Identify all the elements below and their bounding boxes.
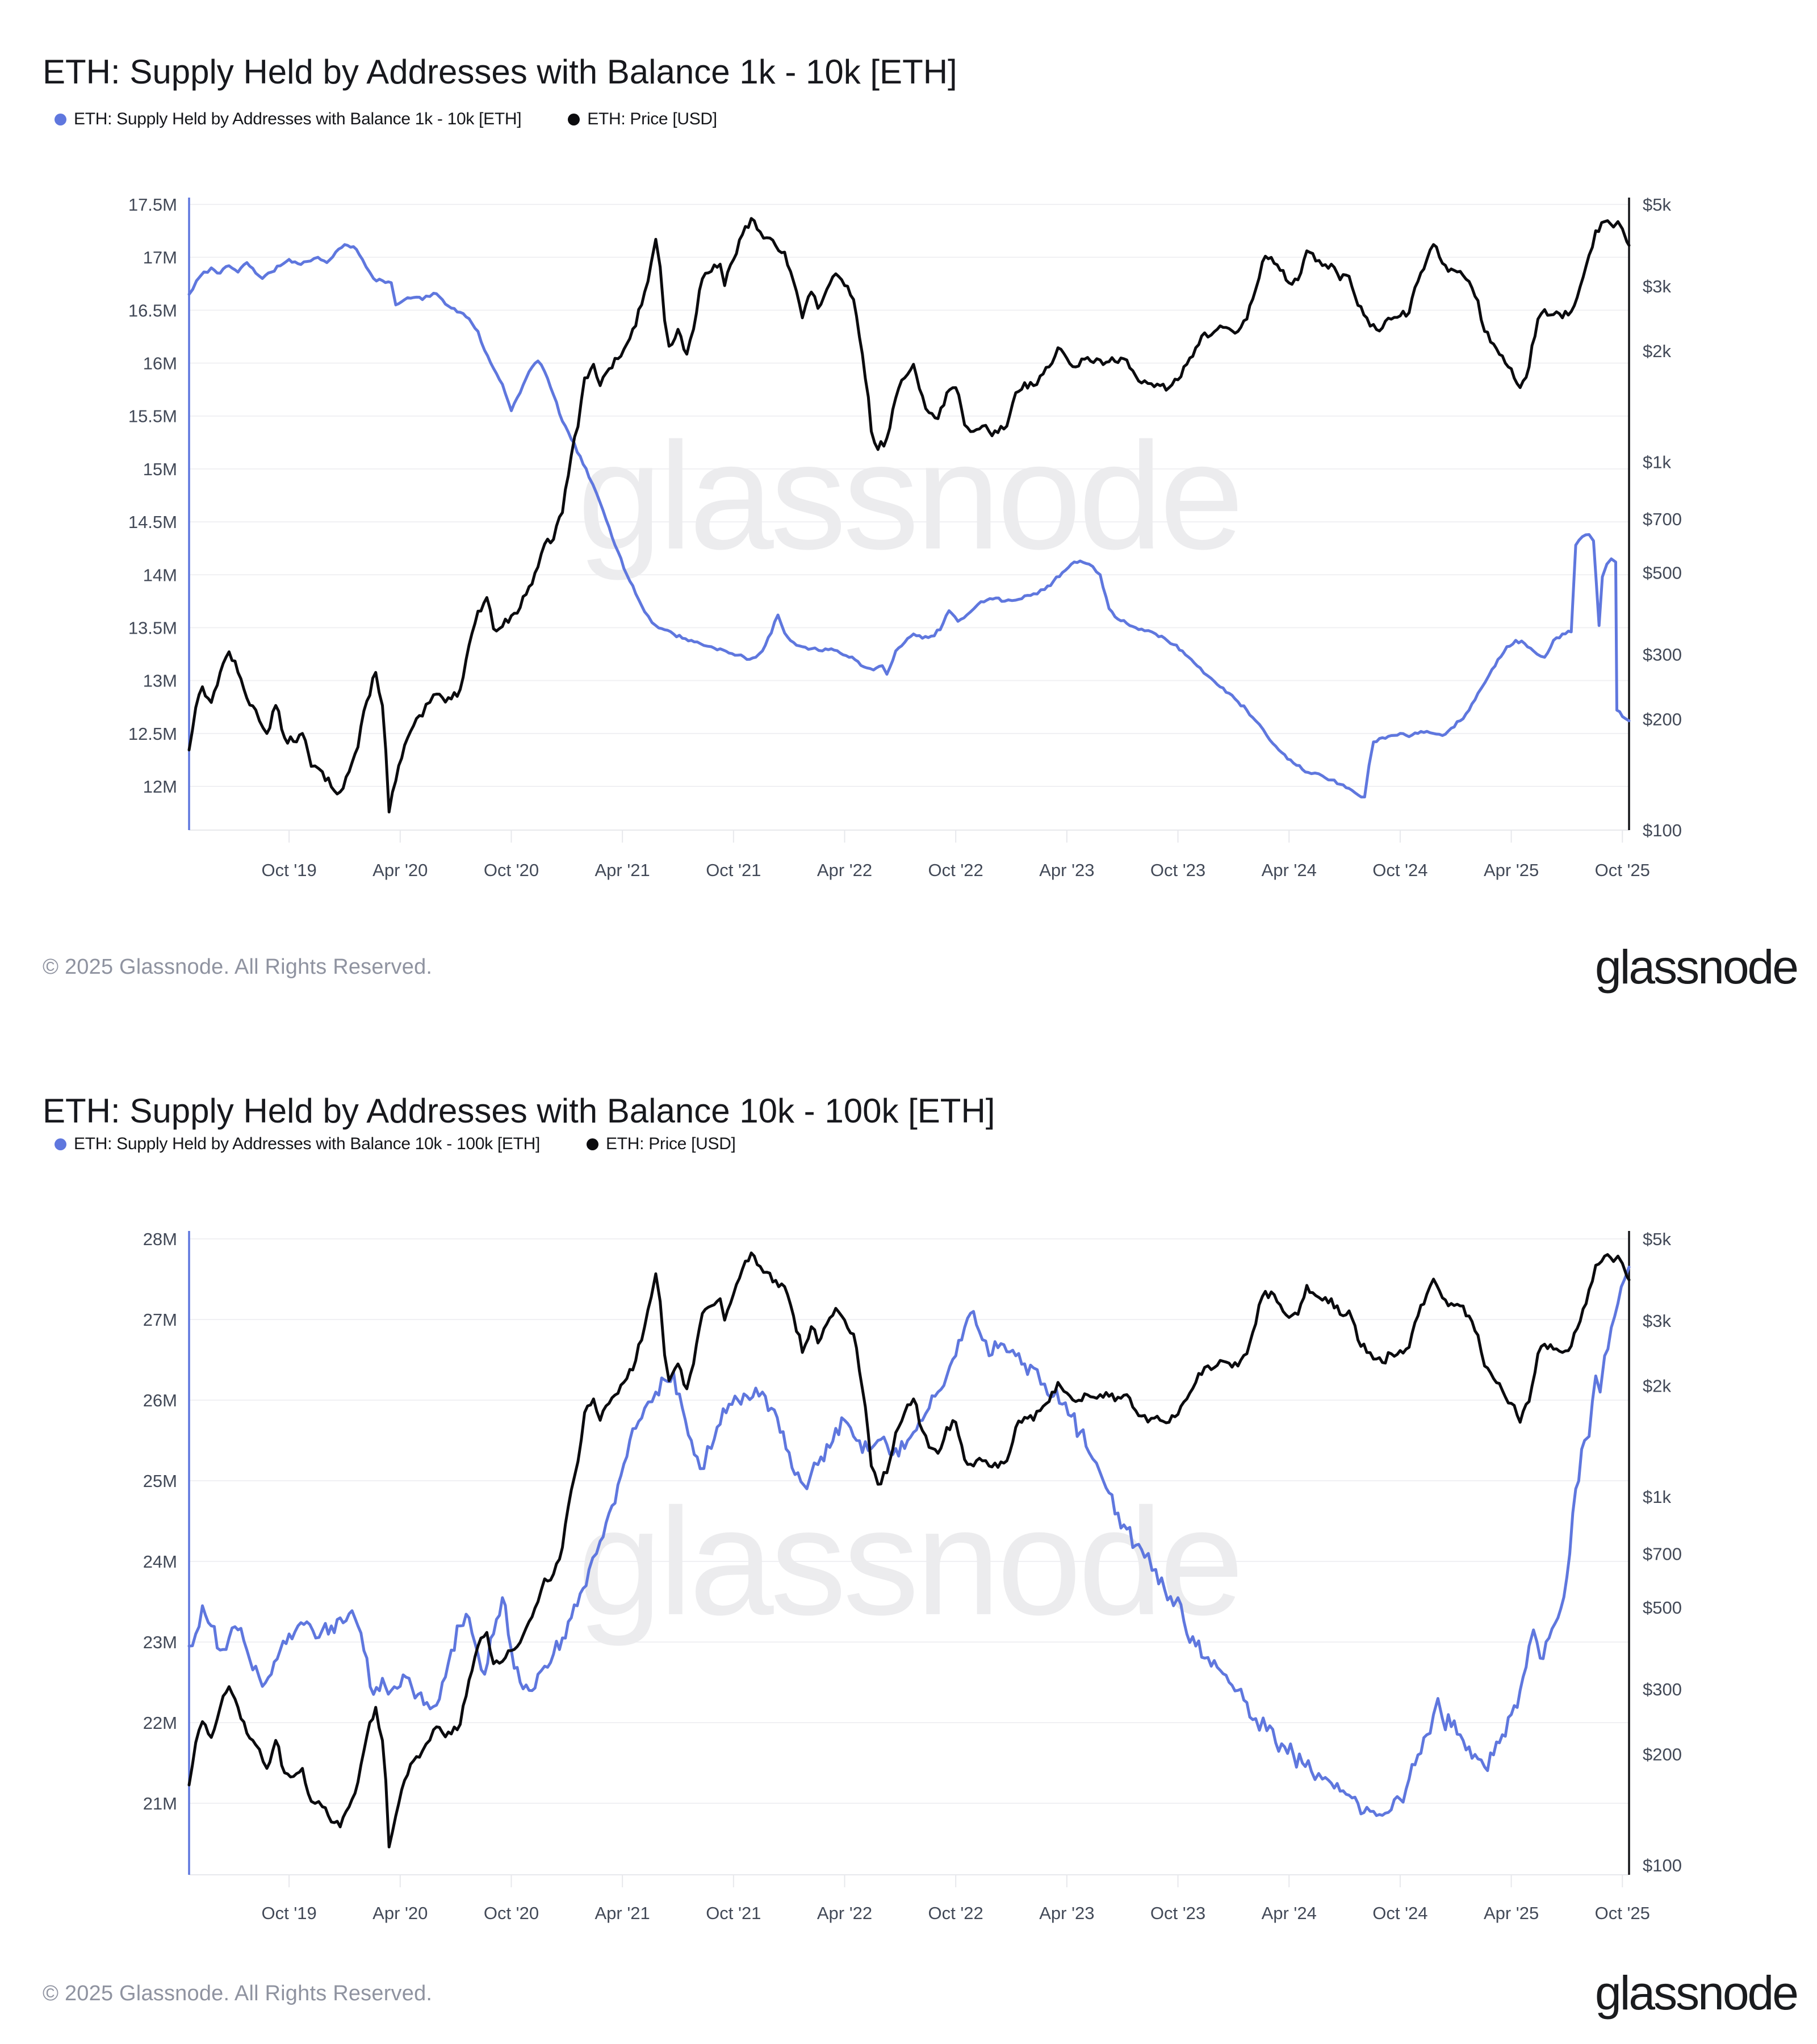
x-axis-label: Oct '23 [1150, 860, 1205, 880]
right-axis-label: $500 [1643, 1598, 1682, 1618]
right-axis-label: $1k [1643, 452, 1671, 472]
right-axis-label: $1k [1643, 1487, 1671, 1507]
glassnode-watermark: glassnode [577, 1476, 1241, 1648]
left-axis-label: 24M [143, 1552, 177, 1572]
right-axis-label: $5k [1643, 1229, 1671, 1249]
legend-supply-label: ETH: Supply Held by Addresses with Balan… [74, 1134, 541, 1153]
legend-item-supply-10k-100k: ETH: Supply Held by Addresses with Balan… [55, 1134, 540, 1154]
x-axis-label: Oct '20 [484, 860, 539, 880]
x-axis-label: Apr '20 [372, 860, 428, 880]
right-axis-label: $100 [1643, 1855, 1682, 1875]
x-axis-label: Apr '25 [1484, 860, 1539, 880]
left-axis-label: 21M [143, 1794, 177, 1813]
left-axis-label: 26M [143, 1390, 177, 1410]
x-axis-label: Apr '20 [372, 1903, 428, 1923]
glassnode-wordmark: glassnode [1595, 940, 1799, 994]
left-axis-label: 16.5M [128, 300, 177, 320]
left-axis-label: 17M [143, 248, 177, 267]
left-axis-label: 16M [143, 354, 177, 374]
supply-line [187, 243, 1631, 799]
right-axis-label: $700 [1643, 509, 1682, 529]
chart-title-10k-100k: ETH: Supply Held by Addresses with Balan… [43, 1092, 995, 1130]
x-axis-label: Apr '23 [1039, 1903, 1094, 1923]
left-axis-label: 14.5M [128, 512, 177, 532]
x-axis-label: Oct '20 [484, 1903, 539, 1923]
x-axis-label: Apr '23 [1039, 860, 1094, 880]
left-axis-label: 13.5M [128, 618, 177, 638]
legend-item-price-2: ETH: Price [USD] [587, 1134, 736, 1154]
left-axis-label: 17.5M [128, 195, 177, 215]
x-axis-label: Apr '21 [595, 1903, 650, 1923]
right-axis-label: $3k [1643, 1311, 1671, 1331]
x-axis-label: Oct '21 [706, 860, 761, 880]
right-axis-label: $300 [1643, 645, 1682, 665]
x-axis-label: Apr '24 [1262, 860, 1317, 880]
x-axis-label: Oct '24 [1372, 1903, 1427, 1923]
legend-supply-label: ETH: Supply Held by Addresses with Balan… [74, 110, 522, 128]
left-axis-label: 15.5M [128, 407, 177, 426]
x-axis-label: Oct '22 [928, 1903, 983, 1923]
glassnode-watermark: glassnode [577, 411, 1241, 582]
left-axis-label: 12M [143, 777, 177, 797]
legend-price-label: ETH: Price [USD] [606, 1134, 736, 1153]
x-axis-label: Oct '25 [1595, 860, 1650, 880]
legend-chart-1: ETH: Supply Held by Addresses with Balan… [55, 110, 717, 129]
right-axis-label: $100 [1643, 820, 1682, 840]
legend-supply-dot-icon [55, 113, 66, 125]
right-axis-label: $200 [1643, 710, 1682, 730]
right-axis-label: $2k [1643, 341, 1671, 361]
x-axis-label: Oct '23 [1150, 1903, 1205, 1923]
left-axis-label: 25M [143, 1471, 177, 1491]
x-axis-label: Oct '24 [1372, 860, 1427, 880]
legend-price-dot-icon [568, 113, 580, 125]
right-axis-label: $300 [1643, 1679, 1682, 1699]
x-axis-label: Oct '25 [1595, 1903, 1650, 1923]
legend-chart-2: ETH: Supply Held by Addresses with Balan… [55, 1134, 736, 1154]
right-axis-label: $700 [1643, 1544, 1682, 1564]
legend-price-dot-icon [587, 1138, 599, 1150]
legend-item-price-1: ETH: Price [USD] [568, 110, 717, 129]
right-axis-label: $5k [1643, 195, 1671, 215]
left-axis-label: 13M [143, 671, 177, 691]
x-axis-label: Oct '22 [928, 860, 983, 880]
legend-supply-dot-icon [55, 1138, 66, 1150]
x-axis-label: Oct '19 [261, 1903, 316, 1923]
copyright-text: © 2025 Glassnode. All Rights Reserved. [43, 955, 433, 979]
left-axis-label: 23M [143, 1632, 177, 1652]
price-line [187, 217, 1631, 814]
left-axis-label: 15M [143, 459, 177, 479]
right-axis-label: $500 [1643, 563, 1682, 583]
left-axis-label: 14M [143, 565, 177, 585]
x-axis-label: Apr '22 [817, 860, 872, 880]
glassnode-wordmark: glassnode [1595, 1966, 1799, 2020]
price-line [187, 1251, 1631, 1849]
copyright-text: © 2025 Glassnode. All Rights Reserved. [43, 1982, 433, 2005]
x-axis-label: Apr '24 [1262, 1903, 1317, 1923]
x-axis-label: Apr '22 [817, 1903, 872, 1923]
left-axis-label: 28M [143, 1229, 177, 1249]
x-axis-label: Oct '21 [706, 1903, 761, 1923]
left-axis-label: 27M [143, 1310, 177, 1330]
left-axis-label: 22M [143, 1713, 177, 1733]
chart-title-1k-10k: ETH: Supply Held by Addresses with Balan… [43, 53, 957, 91]
right-axis-label: $200 [1643, 1745, 1682, 1765]
right-axis-label: $2k [1643, 1376, 1671, 1396]
x-axis-label: Apr '25 [1484, 1903, 1539, 1923]
x-axis-label: Apr '21 [595, 860, 650, 880]
x-axis-label: Oct '19 [261, 860, 316, 880]
legend-item-supply-1k-10k: ETH: Supply Held by Addresses with Balan… [55, 110, 522, 129]
legend-price-label: ETH: Price [USD] [587, 110, 717, 128]
supply-line [187, 1266, 1631, 1817]
left-axis-label: 12.5M [128, 724, 177, 744]
right-axis-label: $3k [1643, 277, 1671, 296]
